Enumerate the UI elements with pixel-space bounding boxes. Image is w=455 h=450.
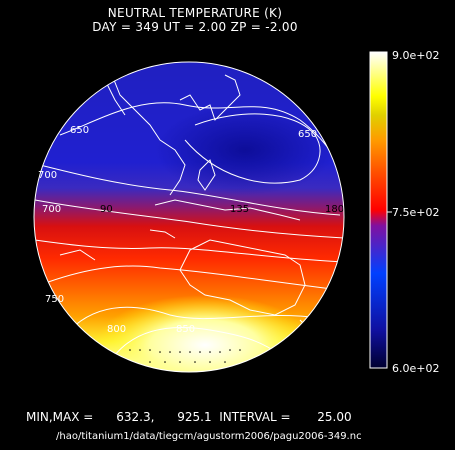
globe-outline <box>33 61 345 373</box>
plot-title: NEUTRAL TEMPERATURE (K) <box>107 6 283 20</box>
stats-line: MIN,MAX = 632.3, 925.1 INTERVAL = 25.00 <box>26 410 352 424</box>
contour-label: 750 <box>45 294 64 305</box>
contour-label-group: 650 650 700 700 750 800 850 <box>38 125 317 335</box>
plot-subtitle: DAY = 349 UT = 2.00 ZP = -2.00 <box>92 20 298 34</box>
temperature-field <box>34 62 344 372</box>
longitude-label: 135 <box>230 204 249 215</box>
longitude-label: 90 <box>100 204 113 215</box>
contour-label: 650 <box>70 125 89 136</box>
colorbar-max-label: 9.0e+02 <box>392 49 440 62</box>
colorbar <box>369 51 388 369</box>
contour-label: 800 <box>107 324 126 335</box>
contour-label: 700 <box>42 204 61 215</box>
polar-grid <box>129 349 241 363</box>
contour-lines <box>34 102 344 356</box>
contour-label: 650 <box>298 129 317 140</box>
file-path: /hao/titanium1/data/tiegcm/agustorm2006/… <box>56 431 362 442</box>
contour-label: 700 <box>38 170 57 181</box>
contour-label: 850 <box>176 324 195 335</box>
colorbar-mid-label: 7.5e+02 <box>392 206 440 219</box>
longitude-label-group: 90 135 180 <box>100 204 344 215</box>
colorbar-min-label: 6.0e+02 <box>392 362 440 375</box>
longitude-label: 180 <box>325 204 344 215</box>
